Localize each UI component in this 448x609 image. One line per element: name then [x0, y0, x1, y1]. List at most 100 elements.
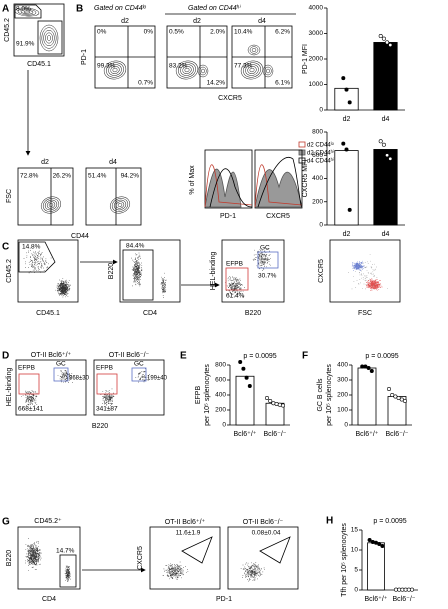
data-point	[406, 587, 411, 592]
bar	[373, 42, 398, 111]
event-dots	[64, 565, 71, 583]
data-point	[244, 375, 249, 380]
label: d4	[109, 159, 117, 166]
contour	[46, 35, 52, 41]
data-point	[241, 366, 246, 371]
bar	[357, 367, 377, 426]
label: 14.7%	[56, 548, 75, 555]
histogram	[204, 164, 253, 208]
panel-letter: E	[180, 351, 187, 362]
label: HEL-binding	[210, 252, 217, 291]
label: 6.1%	[275, 80, 290, 87]
plot-frame	[221, 239, 285, 303]
x-tick-label: Bcl6⁻/⁻	[264, 431, 287, 438]
bar	[235, 375, 255, 426]
y-axis-label: per 10⁵ splenocytes	[204, 364, 211, 426]
legend-label: d2 CD44ˡᵒ	[307, 142, 335, 149]
label: D	[2, 351, 9, 362]
label: 11.6±1.9	[176, 530, 201, 537]
contour	[178, 62, 196, 78]
legend-label: d4 CD44ʰⁱ	[307, 157, 334, 165]
plot-frame	[254, 149, 303, 209]
plot-frame	[17, 167, 74, 226]
label: OT-II Bcl6⁻/⁻	[109, 352, 150, 359]
data-point	[388, 156, 393, 161]
label: 72.8%	[20, 173, 39, 180]
label: OT-II Bcl6⁺/⁺	[31, 352, 72, 359]
label: 14.2%	[207, 80, 226, 87]
gate	[225, 267, 249, 291]
x-tick-label: d4	[382, 116, 390, 123]
y-tick-label: 400	[337, 362, 348, 369]
histogram	[209, 168, 253, 208]
data-point	[390, 392, 395, 397]
contour	[110, 66, 120, 74]
label: % of Max	[189, 165, 196, 195]
contour	[103, 60, 127, 80]
label: FSC	[6, 189, 13, 203]
p-value: p = 0.0095	[365, 353, 398, 360]
event-dots	[21, 390, 38, 409]
histogram	[254, 164, 303, 208]
label: CD45.1	[36, 310, 60, 317]
contour	[115, 201, 125, 209]
plot-frame	[149, 526, 221, 590]
label: CXCR5	[266, 213, 290, 220]
label: CD4	[42, 596, 56, 603]
data-point	[360, 364, 365, 369]
label: 0%	[97, 29, 107, 36]
plot-frame	[329, 239, 401, 303]
gate	[37, 20, 63, 55]
data-point	[277, 402, 282, 407]
contour	[112, 67, 118, 73]
panel-letter: H	[326, 516, 333, 527]
gate	[96, 373, 118, 395]
label: A	[2, 4, 9, 15]
contour	[109, 196, 131, 214]
y-tick-label: 10	[351, 547, 359, 554]
bar	[334, 150, 359, 226]
label: OT-II Bcl6⁻/⁻	[243, 519, 284, 526]
y-tick-label: 5	[354, 567, 358, 574]
data-point	[386, 386, 391, 391]
data-point	[381, 36, 386, 41]
data-point	[367, 537, 372, 542]
label: 99.3%	[97, 63, 116, 70]
label: CD45.2	[6, 259, 13, 283]
label: GC	[134, 361, 144, 368]
label: 10.4%	[234, 29, 253, 36]
contour	[264, 66, 272, 76]
plot-frame	[227, 526, 299, 590]
label: 0.7%	[138, 80, 153, 87]
label: B	[76, 4, 83, 15]
label: d2	[41, 159, 49, 166]
label: CD44	[71, 233, 89, 240]
label: B220	[245, 310, 261, 317]
data-point	[377, 541, 382, 546]
contour	[184, 67, 190, 73]
contour	[44, 199, 58, 211]
label: 94.2%	[121, 173, 140, 180]
contour	[247, 66, 257, 74]
event-dots	[348, 253, 388, 290]
gate	[14, 4, 42, 19]
label: 368±30	[69, 376, 90, 382]
label: PD-1	[216, 596, 232, 603]
plot-frame	[13, 3, 65, 57]
y-tick-label: 400	[312, 175, 323, 182]
y-axis-label: EFPB	[195, 386, 202, 405]
event-dots	[55, 278, 71, 298]
contour	[249, 46, 259, 54]
data-point	[378, 34, 383, 39]
plot-frame	[17, 526, 81, 590]
data-point	[385, 40, 390, 45]
event-dots	[366, 278, 383, 291]
contour	[48, 203, 54, 207]
contour	[247, 44, 261, 56]
label: 0.5%	[169, 29, 184, 36]
y-tick-label: 100	[337, 407, 348, 414]
label: CXCR5	[137, 546, 144, 570]
event-dots	[160, 272, 167, 298]
